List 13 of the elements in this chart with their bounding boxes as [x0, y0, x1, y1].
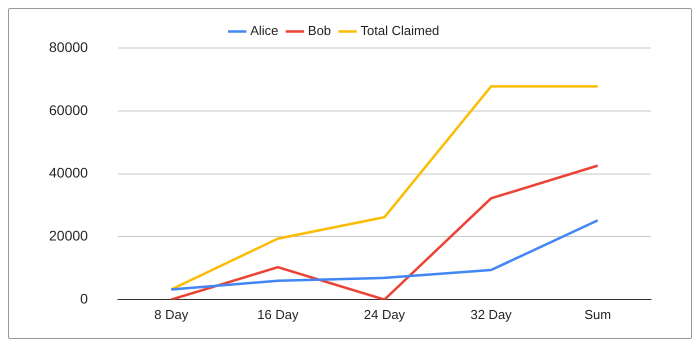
y-tick-label: 0 — [80, 290, 88, 306]
y-tick-label: 80000 — [48, 38, 88, 55]
x-tick-label: 8 Day — [154, 306, 189, 322]
legend-label: Bob — [308, 23, 332, 38]
x-tick-label: Sum — [584, 306, 612, 322]
legend-label: Total Claimed — [360, 23, 440, 38]
y-tick-label: 20000 — [48, 228, 88, 244]
legend-label: Alice — [250, 23, 278, 38]
y-tick-label: 60000 — [48, 102, 88, 118]
x-tick-label: 16 Day — [257, 306, 299, 322]
y-tick-label: 40000 — [48, 164, 88, 181]
x-tick-label: 32 Day — [470, 306, 512, 322]
x-tick-label: 24 Day — [364, 306, 406, 322]
